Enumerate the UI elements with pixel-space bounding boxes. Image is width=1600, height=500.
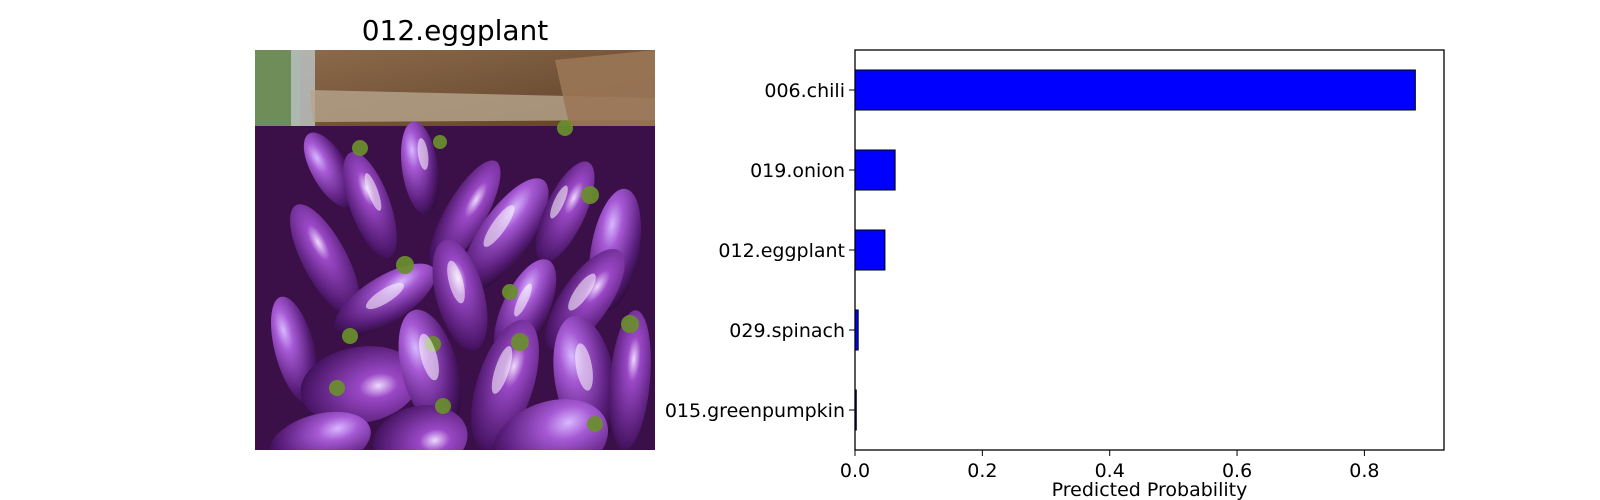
- eggplant-photo: [255, 50, 655, 450]
- x-tick-label: 0.2: [967, 460, 997, 482]
- image-title: 012.eggplant: [361, 14, 549, 47]
- ticks-layer: 006.chili 019.onion 012.eggplant 029.spinac…: [665, 80, 1380, 482]
- x-tick-label: 0.0: [840, 460, 870, 482]
- x-tick-label: 0.8: [1349, 460, 1379, 482]
- y-tick-label: 012.eggplant: [718, 240, 845, 262]
- bar-012-eggplant: [854, 229, 886, 271]
- x-tick-label: 0.6: [1222, 460, 1252, 482]
- bars-layer: [854, 69, 1416, 431]
- bar-019-onion: [854, 149, 896, 191]
- y-tick-label: 015.greenpumpkin: [665, 400, 845, 422]
- y-tick-label: 019.onion: [750, 160, 845, 182]
- y-tick-label: 006.chili: [764, 80, 845, 102]
- y-tick-label: 029.spinach: [729, 320, 845, 342]
- x-axis-label: Predicted Probability: [1052, 479, 1248, 500]
- x-tick-label: 0.4: [1095, 460, 1125, 482]
- bar-006-chili: [854, 69, 1416, 111]
- eggplant-image-illustration: [255, 50, 655, 450]
